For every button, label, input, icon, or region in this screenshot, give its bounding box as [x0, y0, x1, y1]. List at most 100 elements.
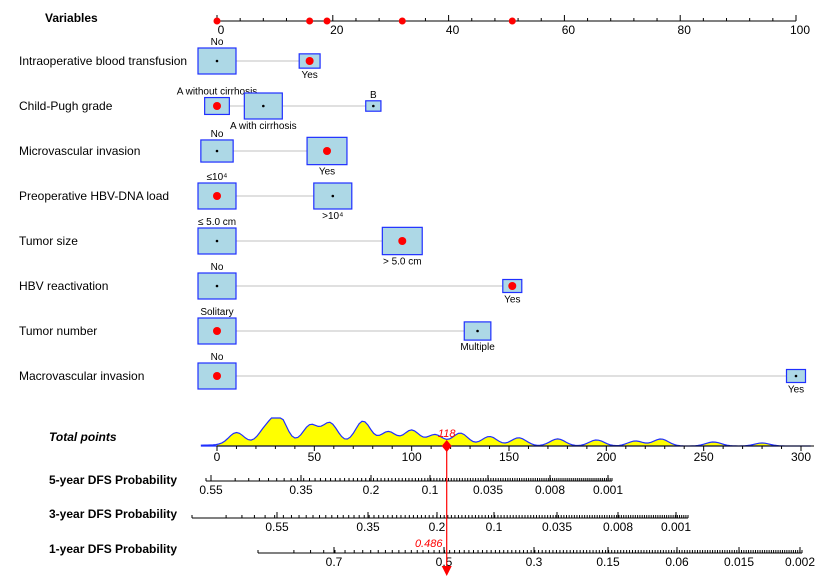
points-tick-label: 0 [218, 23, 225, 37]
points-axis-title: Variables [45, 11, 98, 25]
level-label: A without cirrhosis [177, 87, 258, 98]
probability-marker [441, 566, 452, 576]
level-label: Yes [504, 295, 520, 306]
variable-row: Tumor number Solitary Multiple [19, 307, 495, 353]
selected-level-dot [213, 192, 221, 200]
points-highlight-dot [398, 17, 406, 25]
probability-axis-title: 1-year DFS Probability [49, 542, 177, 556]
level-label: Yes [301, 70, 317, 81]
probability-tick-label: 0.035 [473, 483, 503, 497]
variable-row: Preoperative HBV-DNA load ≤10⁴ >10⁴ [19, 172, 353, 222]
level-dot [794, 374, 798, 378]
total-tick-label: 250 [694, 450, 714, 464]
points-axis-ticks: 0 20 40 60 80 100 [216, 15, 810, 37]
total-points-axis: Total points 0 50 100 150 200 250 300 [49, 417, 814, 464]
level-label: A with cirrhosis [230, 121, 297, 132]
probability-tick-label: 0.008 [535, 483, 565, 497]
level-dot [262, 104, 265, 108]
probability-tick-label: 0.15 [596, 555, 620, 569]
variable-row: HBV reactivation No Yes [19, 262, 523, 306]
probability-tick-label: 0.2 [429, 520, 446, 534]
probability-axes: 5-year DFS Probability 0.55 0.35 0.2 0.1 0.03… [49, 473, 815, 569]
level-label: Yes [788, 385, 804, 396]
probability-tick-label: 0.3 [526, 555, 543, 569]
probability-tick-label: 0.002 [785, 555, 815, 569]
probability-tick-label: 0.2 [363, 483, 380, 497]
variable-row: Microvascular invasion No Yes [19, 129, 348, 178]
probability-tick-label: 0.015 [724, 555, 754, 569]
points-tick-label: 60 [562, 23, 576, 37]
level-dot [372, 104, 375, 108]
probability-tick-label: 0.06 [665, 555, 689, 569]
points-highlight-dot [306, 17, 314, 25]
level-dot [215, 239, 219, 243]
total-tick-label: 100 [402, 450, 422, 464]
level-dot [215, 284, 219, 288]
selected-level-dot [508, 282, 517, 290]
points-tick-label: 40 [446, 23, 460, 37]
points-highlight-dot [323, 17, 331, 25]
probability-tick-label: 0.55 [199, 483, 223, 497]
variable-name: Tumor number [19, 324, 97, 338]
level-dot [331, 194, 335, 198]
selected-level-dot [323, 147, 332, 155]
variable-name: Preoperative HBV-DNA load [19, 189, 169, 203]
points-axis: Variables 0 20 40 60 80 100 [45, 11, 810, 37]
points-tick-label: 20 [330, 23, 344, 37]
level-label: No [211, 262, 224, 273]
probability-tick-label: 0.035 [542, 520, 572, 534]
level-label: ≤10⁴ [207, 172, 228, 183]
total-tick-label: 0 [214, 450, 221, 464]
selected-level-dot [305, 57, 314, 65]
probability-tick-label: 0.7 [326, 555, 343, 569]
total-points-density [200, 417, 811, 447]
total-points-value-label: 118 [438, 428, 456, 440]
probability-axis-title: 3-year DFS Probability [49, 507, 177, 521]
variable-name: Child-Pugh grade [19, 99, 113, 113]
variable-name: Microvascular invasion [19, 144, 140, 158]
variable-row: Intraoperative blood transfusion No Yes [19, 37, 321, 81]
probability-tick-label: 0.35 [289, 483, 313, 497]
level-label: No [211, 352, 224, 363]
probability-tick-label: 0.5 [436, 555, 453, 569]
total-points-ticks: 0 50 100 150 200 250 300 [214, 446, 811, 464]
probability-tick-label: 0.1 [422, 483, 439, 497]
level-dot [215, 149, 219, 153]
points-highlight-dot [213, 17, 221, 25]
total-tick-label: 200 [596, 450, 616, 464]
level-label: No [211, 129, 224, 140]
level-dot [215, 59, 219, 63]
level-label: B [370, 90, 377, 101]
variable-rows: Intraoperative blood transfusion No Yes Chi… [19, 37, 807, 396]
variable-name: Tumor size [19, 234, 78, 248]
selected-level-dot [213, 327, 221, 335]
total-tick-label: 300 [791, 450, 811, 464]
level-dot [476, 329, 479, 333]
variable-row: Macrovascular invasion No Yes [19, 352, 807, 396]
level-label: > 5.0 cm [383, 257, 422, 268]
probability-tick-label: 0.008 [603, 520, 633, 534]
probability-axis: 5-year DFS Probability 0.55 0.35 0.2 0.1 0.03… [49, 473, 623, 497]
variable-name: Macrovascular invasion [19, 369, 144, 383]
variable-name: HBV reactivation [19, 279, 108, 293]
level-label: No [211, 37, 224, 48]
selected-level-dot [213, 102, 221, 110]
points-tick-label: 100 [790, 23, 810, 37]
total-tick-label: 150 [499, 450, 519, 464]
level-label: Yes [319, 167, 335, 178]
probability-tick-label: 0.001 [661, 520, 691, 534]
points-tick-label: 80 [678, 23, 692, 37]
probability-axis-title: 5-year DFS Probability [49, 473, 177, 487]
probability-axis: 1-year DFS Probability 0.7 0.5 0.3 0.15 0.06 0… [49, 542, 815, 569]
probability-tick-label: 0.001 [593, 483, 623, 497]
level-label: ≤ 5.0 cm [198, 217, 236, 228]
total-points-title: Total points [49, 430, 117, 444]
total-tick-label: 50 [308, 450, 322, 464]
total-points-marker [441, 440, 452, 452]
level-label: Multiple [460, 342, 495, 353]
prediction-guide: 118 0.486 [415, 428, 456, 576]
variable-row: Child-Pugh grade A without cirrhosis A wit… [19, 87, 382, 132]
variable-row: Tumor size ≤ 5.0 cm > 5.0 cm [19, 217, 423, 268]
selected-level-dot [213, 372, 221, 380]
